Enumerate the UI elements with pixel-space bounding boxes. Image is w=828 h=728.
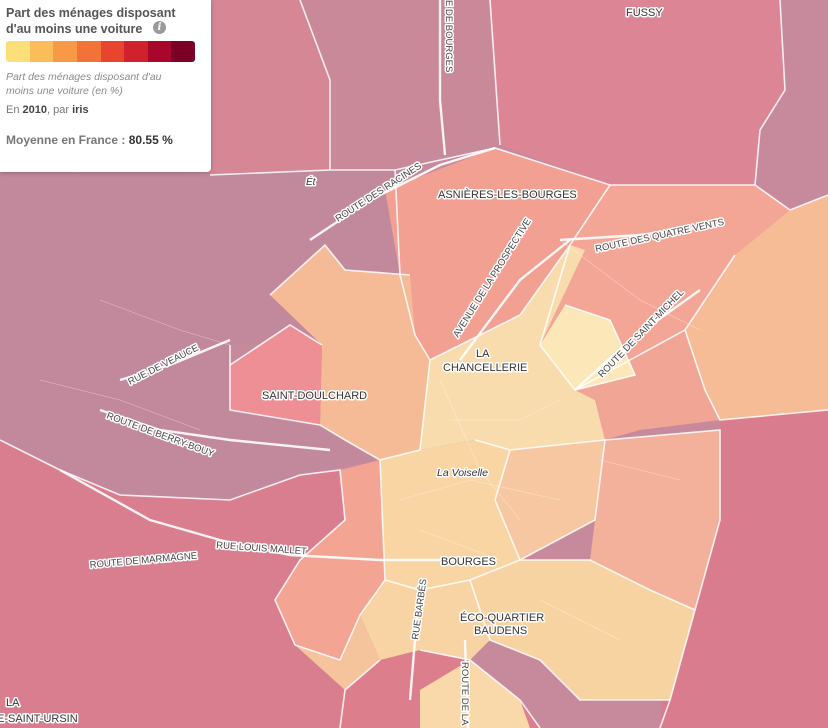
- zone-center-east[interactable]: [495, 440, 605, 560]
- period-mid: , par: [47, 104, 70, 116]
- zone-east-far[interactable]: [660, 410, 828, 728]
- average-value: 80.55 %: [128, 133, 173, 147]
- zone-fussy[interactable]: [490, 0, 785, 185]
- scale-step-5: [100, 41, 125, 62]
- zone-chancellerie[interactable]: [420, 245, 605, 450]
- place-la: LA: [6, 697, 20, 709]
- zone-chancellerie-east[interactable]: [540, 305, 635, 390]
- info-icon[interactable]: i: [153, 21, 166, 34]
- legend-title: Part des ménages disposant d'au moins un…: [6, 6, 176, 36]
- road-route-de-la: ROUTE DE LA: [459, 662, 470, 726]
- period-year[interactable]: 2010: [22, 104, 48, 116]
- place-eco-quartier-line2: BAUDENS: [474, 625, 527, 637]
- scale-step-1: [6, 41, 30, 62]
- scale-step-2: [29, 41, 54, 62]
- zone-east-mid[interactable]: [575, 330, 720, 440]
- zone-center[interactable]: [380, 440, 520, 590]
- legend-period: En 2010, par iris: [6, 104, 89, 116]
- zone-south-left[interactable]: [295, 615, 380, 690]
- zone-southwest-ring[interactable]: [275, 460, 385, 660]
- place-bourges: BOURGES: [441, 556, 496, 568]
- legend-subtitle: Part des ménages disposant d'au moins un…: [6, 71, 162, 97]
- zone-southwest[interactable]: [0, 440, 345, 728]
- place-et: Ét: [306, 175, 317, 188]
- period-prefix: En: [6, 104, 20, 116]
- zone-south-bottom[interactable]: [420, 660, 530, 728]
- place-chancellerie-line2: CHANCELLERIE: [443, 362, 527, 374]
- scale-step-4: [76, 41, 101, 62]
- road-bourges-north: E DE BOURGES: [443, 0, 454, 72]
- place-saint-doulchard: SAINT-DOULCHARD: [262, 390, 367, 402]
- zone-west-large[interactable]: [0, 170, 415, 500]
- scale-step-6: [124, 41, 148, 62]
- scale-step-3: [53, 41, 77, 62]
- place-eco-quartier-line1: ÉCO-QUARTIER: [460, 611, 544, 624]
- place-asnieres: ASNIÈRES-LES-BOURGES: [438, 188, 577, 201]
- legend-average: Moyenne en France : 80.55 %: [6, 133, 173, 147]
- zone-east-south[interactable]: [590, 430, 720, 610]
- average-label: Moyenne en France :: [6, 133, 126, 147]
- scale-step-7: [147, 41, 172, 62]
- zone-northeast[interactable]: [755, 0, 828, 205]
- color-scale: [6, 41, 195, 62]
- zone-south-pale[interactable]: [360, 580, 490, 660]
- zone-west-ring[interactable]: [270, 245, 430, 460]
- zone-eco-quartier[interactable]: [470, 560, 695, 700]
- place-chancellerie-line1: LA: [476, 348, 490, 360]
- scale-step-8: [171, 41, 195, 62]
- zone-asnieres[interactable]: [385, 148, 610, 360]
- place-fussy: FUSSY: [626, 7, 663, 19]
- period-unit[interactable]: iris: [72, 104, 89, 116]
- zone-north-center[interactable]: [300, 0, 500, 170]
- zone-northwest[interactable]: [210, 0, 330, 175]
- zone-east-right[interactable]: [685, 195, 828, 420]
- legend-panel: Part des ménages disposant d'au moins un…: [0, 0, 211, 172]
- place-voiselle: La Voiselle: [437, 467, 488, 479]
- place-saint-ursin: E-SAINT-URSIN: [0, 713, 78, 725]
